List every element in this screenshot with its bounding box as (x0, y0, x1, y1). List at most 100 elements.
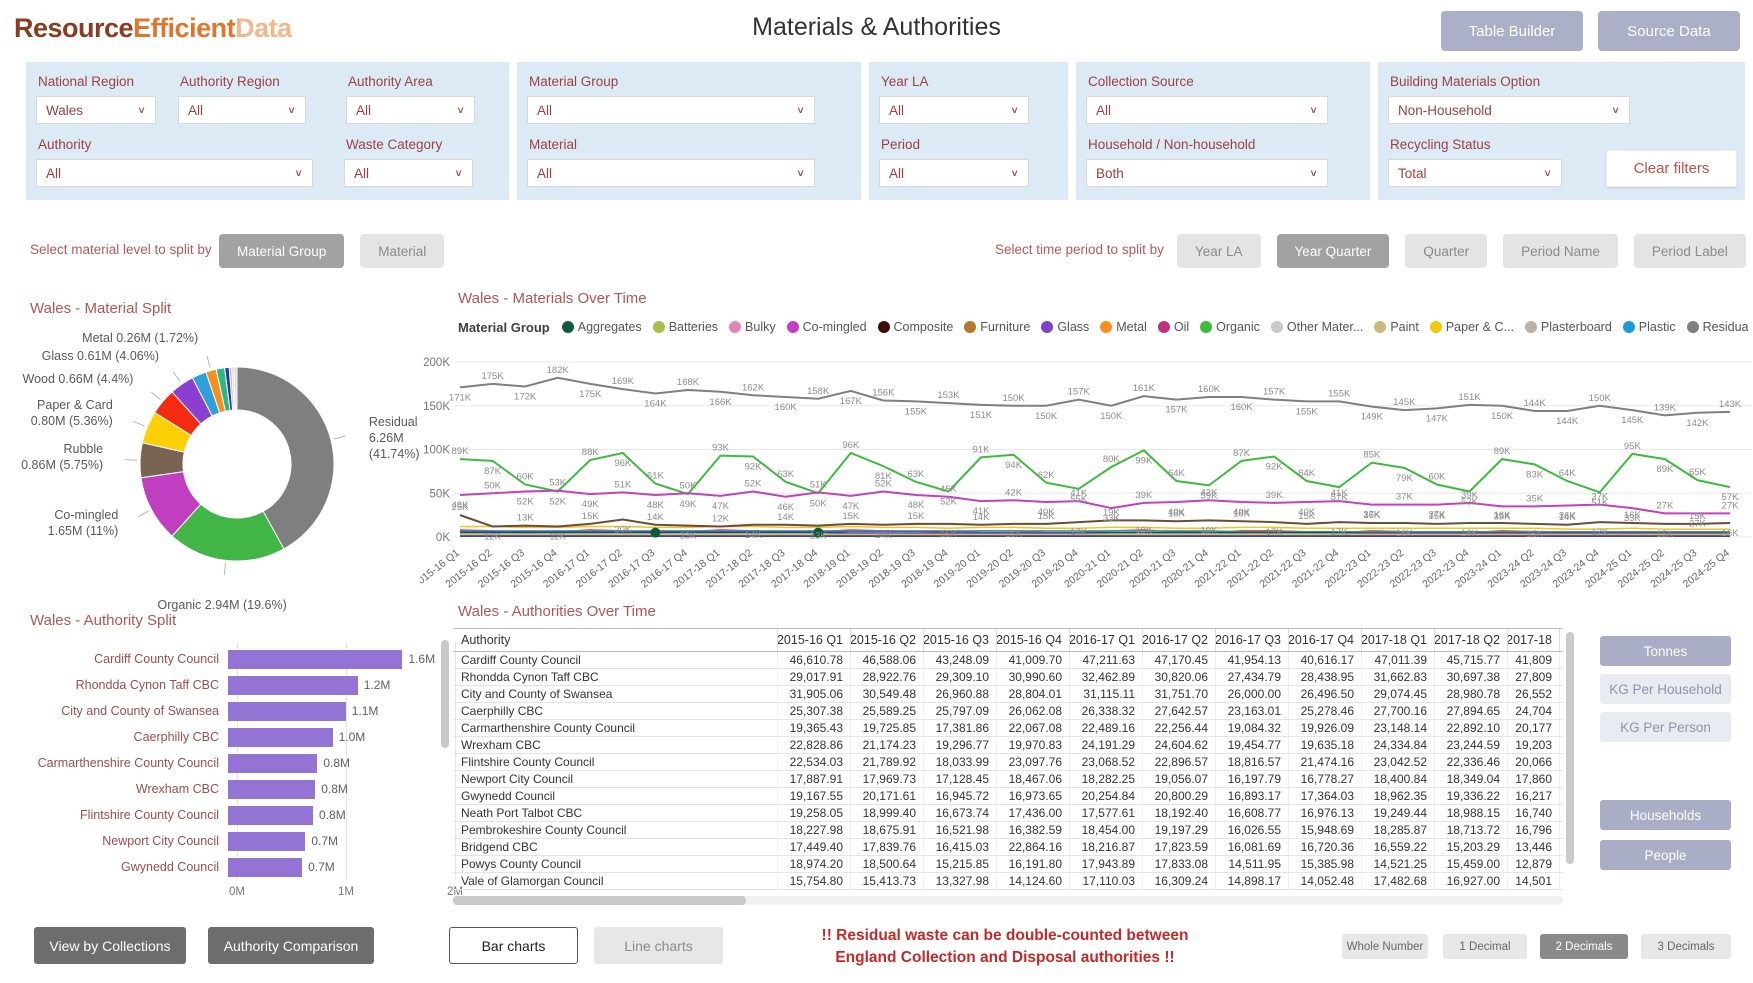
1-decimal-button[interactable]: 1 Decimal (1443, 934, 1527, 959)
filter-dropdown-national-region[interactable]: Wales ∨ (36, 96, 156, 124)
table-header-2016-17-q2[interactable]: 2016-17 Q2 (1143, 629, 1216, 651)
highlight-dot[interactable] (650, 527, 661, 538)
series-plastic[interactable] (460, 530, 1730, 533)
series-residual[interactable] (459, 376, 1731, 417)
table-builder-button[interactable]: Table Builder (1441, 11, 1583, 51)
bar-rhondda-cynon-taff-cbc[interactable] (228, 675, 358, 695)
people-button[interactable]: People (1600, 840, 1731, 870)
table-horizontal-scrollbar[interactable] (453, 896, 746, 905)
donut-slice-residual[interactable] (236, 366, 335, 550)
table-header-2017-18-q1[interactable]: 2017-18 Q1 (1362, 629, 1435, 651)
bar-caerphilly-cbc[interactable] (228, 727, 333, 747)
series-rubble[interactable] (459, 514, 1731, 528)
table-row[interactable]: Cardiff County Council 46,610.78 46,588.06… (453, 652, 1563, 669)
filter-dropdown-collection-source[interactable]: All ∨ (1086, 96, 1328, 124)
bar-city-and-county-of-swansea[interactable] (228, 701, 346, 721)
legend-item-organic[interactable]: Organic (1200, 320, 1260, 334)
table-row[interactable]: Gwynedd Council 19,167.55 20,171.61 16,945.… (453, 788, 1563, 805)
legend-item-metal[interactable]: Metal (1100, 320, 1147, 334)
table-row[interactable]: Flintshire County Council 22,534.03 21,789… (453, 754, 1563, 771)
table-row[interactable]: Carmarthenshire County Council 19,365.43 1… (453, 720, 1563, 737)
table-row[interactable]: Bridgend CBC 17,449.40 17,839.76 16,415.03 2… (453, 839, 1563, 856)
clear-filters-button[interactable]: Clear filters (1606, 150, 1737, 187)
filter-dropdown-period[interactable]: All ∨ (879, 159, 1029, 187)
bar-cardiff-county-council[interactable] (228, 649, 403, 669)
table-header-2015-16-q4[interactable]: 2015-16 Q4 (997, 629, 1070, 651)
authority-comparison-button[interactable]: Authority Comparison (208, 927, 374, 964)
table-vertical-scrollbar[interactable] (1566, 632, 1574, 864)
filter-dropdown-year-la[interactable]: All ∨ (879, 96, 1029, 124)
filter-dropdown-authority-region[interactable]: All ∨ (178, 96, 306, 124)
table-row[interactable]: City and County of Swansea 31,905.06 30,54… (453, 686, 1563, 703)
legend-item-batteries[interactable]: Batteries (652, 320, 718, 334)
table-horizontal-scrollbar-track[interactable] (453, 896, 1563, 905)
table-header-2017-18[interactable]: 2017-18 (1508, 629, 1560, 651)
table-row[interactable]: Vale of Glamorgan Council 15,754.80 15,413… (453, 873, 1563, 890)
table-row[interactable]: Neath Port Talbot CBC 19,258.05 18,999.40 1… (453, 805, 1563, 822)
view-by-collections-button[interactable]: View by Collections (34, 927, 186, 964)
legend-item-paper-c[interactable]: Paper & C... (1429, 320, 1514, 334)
bar-wrexham-cbc[interactable] (228, 779, 316, 799)
split-material-group-button[interactable]: Material Group (219, 234, 345, 268)
table-header-2016-17-q3[interactable]: 2016-17 Q3 (1216, 629, 1289, 651)
bar-charts-button[interactable]: Bar charts (449, 927, 578, 964)
time-quarter-button[interactable]: Quarter (1405, 234, 1488, 268)
legend-item-plastic[interactable]: Plastic (1622, 320, 1676, 334)
households-button[interactable]: Households (1600, 800, 1731, 830)
table-row[interactable]: Newport City Council 17,887.91 17,969.73 17… (453, 771, 1563, 788)
table-row[interactable]: Powys County Council 18,974.20 18,500.64 15… (453, 856, 1563, 873)
time-period-label-button[interactable]: Period Label (1633, 234, 1746, 268)
kg-per-person-button[interactable]: KG Per Person (1600, 712, 1731, 742)
legend-item-other-mater[interactable]: Other Mater... (1270, 320, 1363, 334)
filter-dropdown-material-group[interactable]: All ∨ (527, 96, 815, 124)
3-decimals-button[interactable]: 3 Decimals (1641, 934, 1731, 959)
legend-item-furniture[interactable]: Furniture (964, 320, 1030, 334)
table-row[interactable]: Pembrokeshire County Council 18,227.98 18,… (453, 822, 1563, 839)
2-decimals-button[interactable]: 2 Decimals (1540, 934, 1628, 959)
bar-newport-city-council[interactable] (228, 831, 306, 851)
bar-gwynedd-council[interactable] (228, 857, 303, 877)
donut-svg[interactable] (0, 322, 452, 604)
tonnes-button[interactable]: Tonnes (1600, 636, 1731, 666)
bar-chart-scrollbar[interactable] (441, 640, 449, 748)
table-row[interactable]: Wrexham CBC 22,828.86 21,174.23 19,296.77 19… (453, 737, 1563, 754)
source-data-button[interactable]: Source Data (1598, 11, 1740, 51)
series-paper-card[interactable] (460, 525, 1730, 530)
table-header-2016-17-q1[interactable]: 2016-17 Q1 (1070, 629, 1143, 651)
legend-item-composite[interactable]: Composite (877, 320, 953, 334)
table-row[interactable]: Rhondda Cynon Taff CBC 29,017.91 28,922.76… (453, 669, 1563, 686)
donut-slice-misc[interactable] (233, 366, 238, 411)
legend-item-residual[interactable]: Residual (1686, 320, 1748, 334)
series-organic[interactable] (459, 449, 1731, 496)
legend-item-glass[interactable]: Glass (1041, 320, 1089, 334)
time-year-quarter-button[interactable]: Year Quarter (1276, 234, 1390, 268)
table-header-authority[interactable]: Authority (453, 629, 778, 651)
legend-item-plasterboard[interactable]: Plasterboard (1524, 320, 1612, 334)
table-row[interactable]: Caerphilly CBC 25,307.38 25,589.25 25,797.0… (453, 703, 1563, 720)
legend-item-oil[interactable]: Oil (1157, 320, 1189, 334)
line-charts-button[interactable]: Line charts (594, 927, 723, 964)
filter-dropdown-household-non-household[interactable]: Both ∨ (1086, 159, 1328, 187)
filter-dropdown-waste-category[interactable]: All ∨ (344, 159, 473, 187)
legend-item-co-mingled[interactable]: Co-mingled (786, 320, 867, 334)
table-header-2015-16-q3[interactable]: 2015-16 Q3 (924, 629, 997, 651)
series-aggregates[interactable] (460, 531, 1730, 535)
materials-over-time-chart[interactable]: 0K 50K 100K 150K 200K 171K 175K 172K 182K 175K 169… (420, 340, 1753, 602)
table-header-2016-17-q4[interactable]: 2016-17 Q4 (1289, 629, 1362, 651)
time-period-name-button[interactable]: Period Name (1503, 234, 1618, 268)
filter-dropdown-authority-area[interactable]: All ∨ (346, 96, 475, 124)
highlight-dot[interactable] (813, 527, 824, 538)
series-co-mingled[interactable] (459, 489, 1730, 515)
filter-dropdown-material[interactable]: All ∨ (527, 159, 815, 187)
filter-dropdown-building-materials-option[interactable]: Non-Household ∨ (1388, 96, 1630, 124)
table-header-2015-16-q1[interactable]: 2015-16 Q1 (778, 629, 851, 651)
kg-per-household-button[interactable]: KG Per Household (1600, 674, 1731, 704)
table-header-2015-16-q2[interactable]: 2015-16 Q2 (851, 629, 924, 651)
whole-number-button[interactable]: Whole Number (1342, 934, 1428, 959)
table-header-2017-18-q2[interactable]: 2017-18 Q2 (1435, 629, 1508, 651)
legend-item-paint[interactable]: Paint (1374, 320, 1419, 334)
bar-carmarthenshire-county-council[interactable] (228, 753, 318, 773)
filter-dropdown-authority[interactable]: All ∨ (36, 159, 313, 187)
legend-item-bulky[interactable]: Bulky (729, 320, 776, 334)
legend-item-aggregates[interactable]: Aggregates (561, 320, 642, 334)
